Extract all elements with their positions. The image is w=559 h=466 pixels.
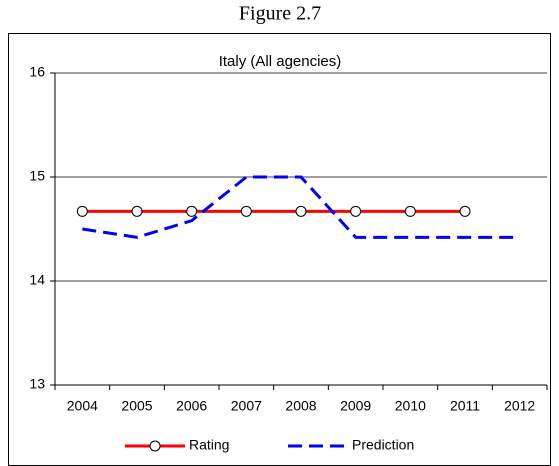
legend-marker: [149, 440, 161, 452]
legend-label: Rating: [189, 437, 229, 453]
marker: [459, 205, 471, 217]
x-tick-label: 2006: [176, 398, 207, 414]
legend-label: Prediction: [352, 437, 414, 453]
chart-title: Italy (All agencies): [219, 53, 342, 70]
y-tick-label: 13: [29, 376, 45, 392]
series-line: [82, 175, 520, 239]
x-tick-label: 2012: [504, 398, 535, 414]
marker: [76, 205, 88, 217]
marker: [404, 205, 416, 217]
x-tick-label: 2009: [340, 398, 371, 414]
y-tick-label: 15: [29, 168, 45, 184]
marker: [295, 205, 307, 217]
y-tick-label: 16: [29, 64, 45, 80]
marker: [131, 205, 143, 217]
x-tick-label: 2005: [121, 398, 152, 414]
y-tick-label: 14: [29, 272, 45, 288]
marker: [350, 205, 362, 217]
marker: [240, 205, 252, 217]
x-tick-label: 2007: [231, 398, 262, 414]
x-tick-label: 2004: [67, 398, 98, 414]
x-tick-label: 2011: [450, 398, 480, 414]
x-tick-label: 2010: [395, 398, 426, 414]
figure-caption: Figure 2.7: [239, 3, 321, 25]
x-tick-label: 2008: [285, 398, 316, 414]
marker: [186, 205, 198, 217]
